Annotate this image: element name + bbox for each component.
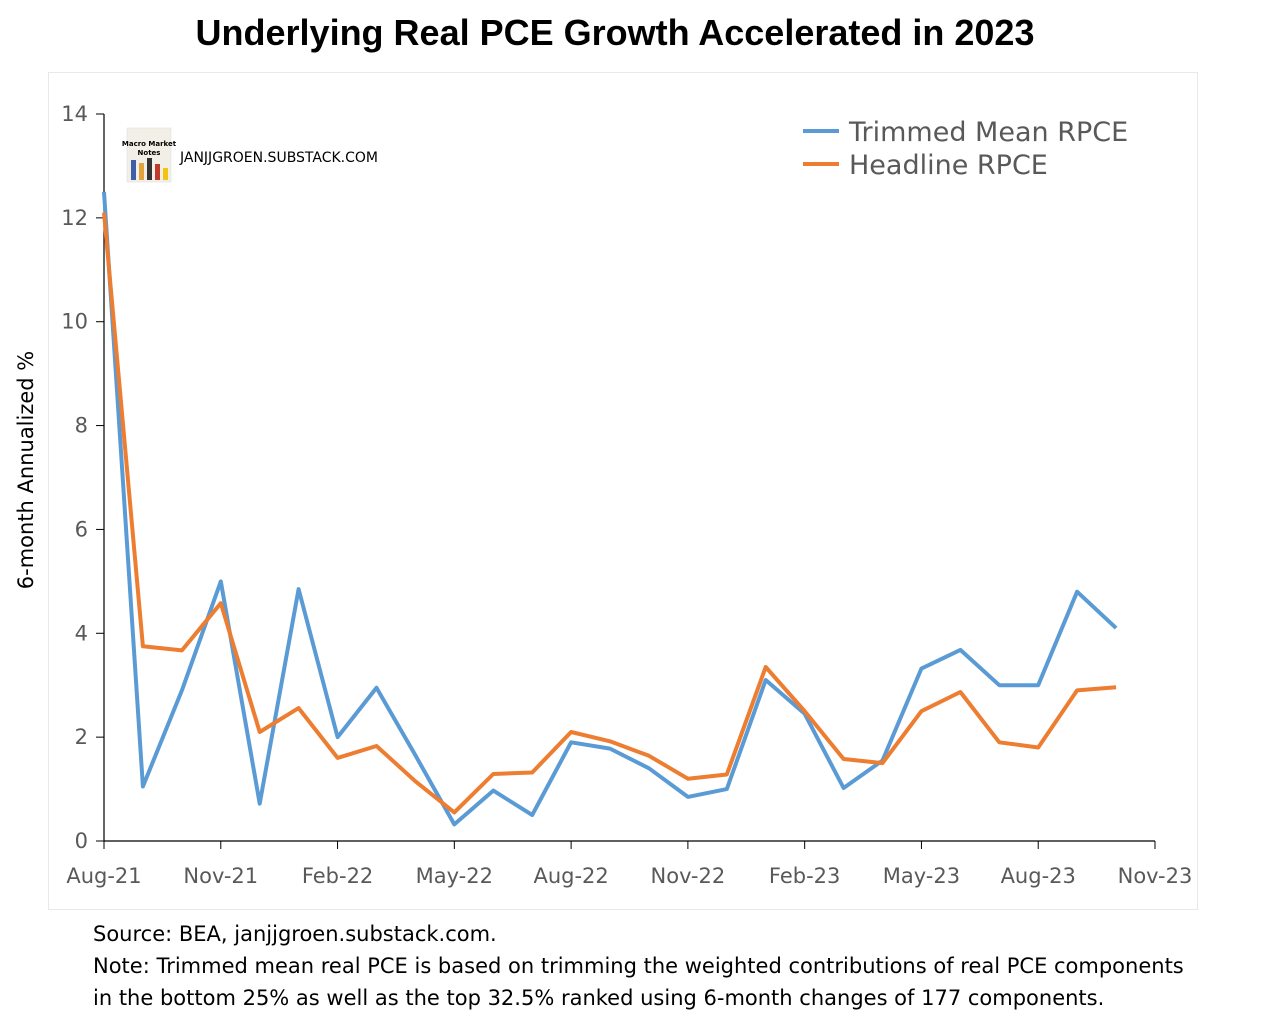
y-axis-label: 6-month Annualized % xyxy=(14,351,38,590)
x-tick-label: Nov-23 xyxy=(1118,864,1193,888)
plot-area-frame xyxy=(48,72,1198,910)
axes xyxy=(103,114,1155,842)
logo-text-1: Macro Market xyxy=(122,140,177,148)
x-tick-label: Feb-22 xyxy=(302,864,373,888)
x-tick-label: Aug-23 xyxy=(1001,864,1076,888)
x-tick-label: May-23 xyxy=(883,864,960,888)
watermark-text: JANJJGROEN.SUBSTACK.COM xyxy=(179,150,378,166)
x-tick-label: May-22 xyxy=(416,864,493,888)
series-line-2 xyxy=(102,212,1117,815)
y-tick-label: 10 xyxy=(61,310,88,334)
x-tick-label: Aug-21 xyxy=(66,864,141,888)
x-axis-ticks: Aug-21 Nov-21 Feb-22 May-22 Aug-22 Nov-22 Feb-… xyxy=(66,841,1192,888)
logo-text-2: Notes xyxy=(138,149,161,157)
footnote: Source: BEA, janjjgroen.substack.com. No… xyxy=(93,918,1283,1014)
method-note-line-2: in the bottom 25% as well as the top 32.… xyxy=(93,986,1105,1010)
chart-title: Underlying Real PCE Growth Accelerated i… xyxy=(195,12,1035,53)
series-line-1 xyxy=(102,191,1118,827)
macro-market-notes-logo: Macro Market Notes xyxy=(122,127,177,183)
legend-entry-2: Headline RPCE xyxy=(849,150,1048,181)
watermark: Macro Market Notes JANJJGROEN.SUBSTACK.C… xyxy=(122,127,378,183)
x-tick-label: Feb-23 xyxy=(769,864,840,888)
y-tick-label: 14 xyxy=(61,102,88,126)
legend-entry-1: Trimmed Mean RPCE xyxy=(848,117,1128,148)
y-tick-label: 4 xyxy=(75,621,88,645)
y-tick-label: 6 xyxy=(75,517,88,541)
y-tick-label: 2 xyxy=(75,725,88,749)
source-note: Source: BEA, janjjgroen.substack.com. xyxy=(93,922,497,946)
method-note-line-1: Note: Trimmed mean real PCE is based on … xyxy=(93,954,1184,978)
y-tick-label: 0 xyxy=(75,829,88,853)
x-tick-label: Nov-21 xyxy=(183,864,258,888)
y-tick-label: 12 xyxy=(61,206,88,230)
x-tick-label: Nov-22 xyxy=(651,864,726,888)
series-lines xyxy=(102,191,1118,827)
y-axis-ticks: 0 2 4 6 8 10 12 14 xyxy=(61,102,104,853)
y-tick-label: 8 xyxy=(75,414,88,438)
x-tick-label: Aug-22 xyxy=(533,864,608,888)
